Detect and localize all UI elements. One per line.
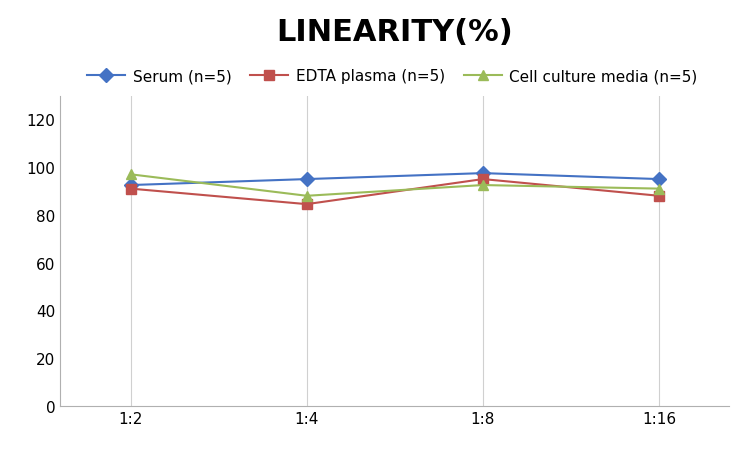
EDTA plasma (n=5) [654, 193, 663, 199]
Line: Cell culture media (n=5): Cell culture media (n=5) [126, 170, 664, 201]
Cell culture media (n=5) [654, 187, 663, 192]
Line: Serum (n=5): Serum (n=5) [126, 169, 664, 190]
Serum (n=5) [126, 183, 135, 189]
Line: EDTA plasma (n=5): EDTA plasma (n=5) [126, 175, 664, 210]
Cell culture media (n=5) [126, 172, 135, 178]
Legend: Serum (n=5), EDTA plasma (n=5), Cell culture media (n=5): Serum (n=5), EDTA plasma (n=5), Cell cul… [81, 63, 704, 90]
EDTA plasma (n=5) [126, 187, 135, 192]
Serum (n=5) [654, 177, 663, 182]
Cell culture media (n=5) [302, 193, 311, 199]
Serum (n=5) [302, 177, 311, 182]
Serum (n=5) [478, 171, 487, 176]
Text: LINEARITY(%): LINEARITY(%) [277, 18, 513, 47]
Cell culture media (n=5) [478, 183, 487, 189]
EDTA plasma (n=5) [302, 202, 311, 207]
EDTA plasma (n=5) [478, 177, 487, 182]
